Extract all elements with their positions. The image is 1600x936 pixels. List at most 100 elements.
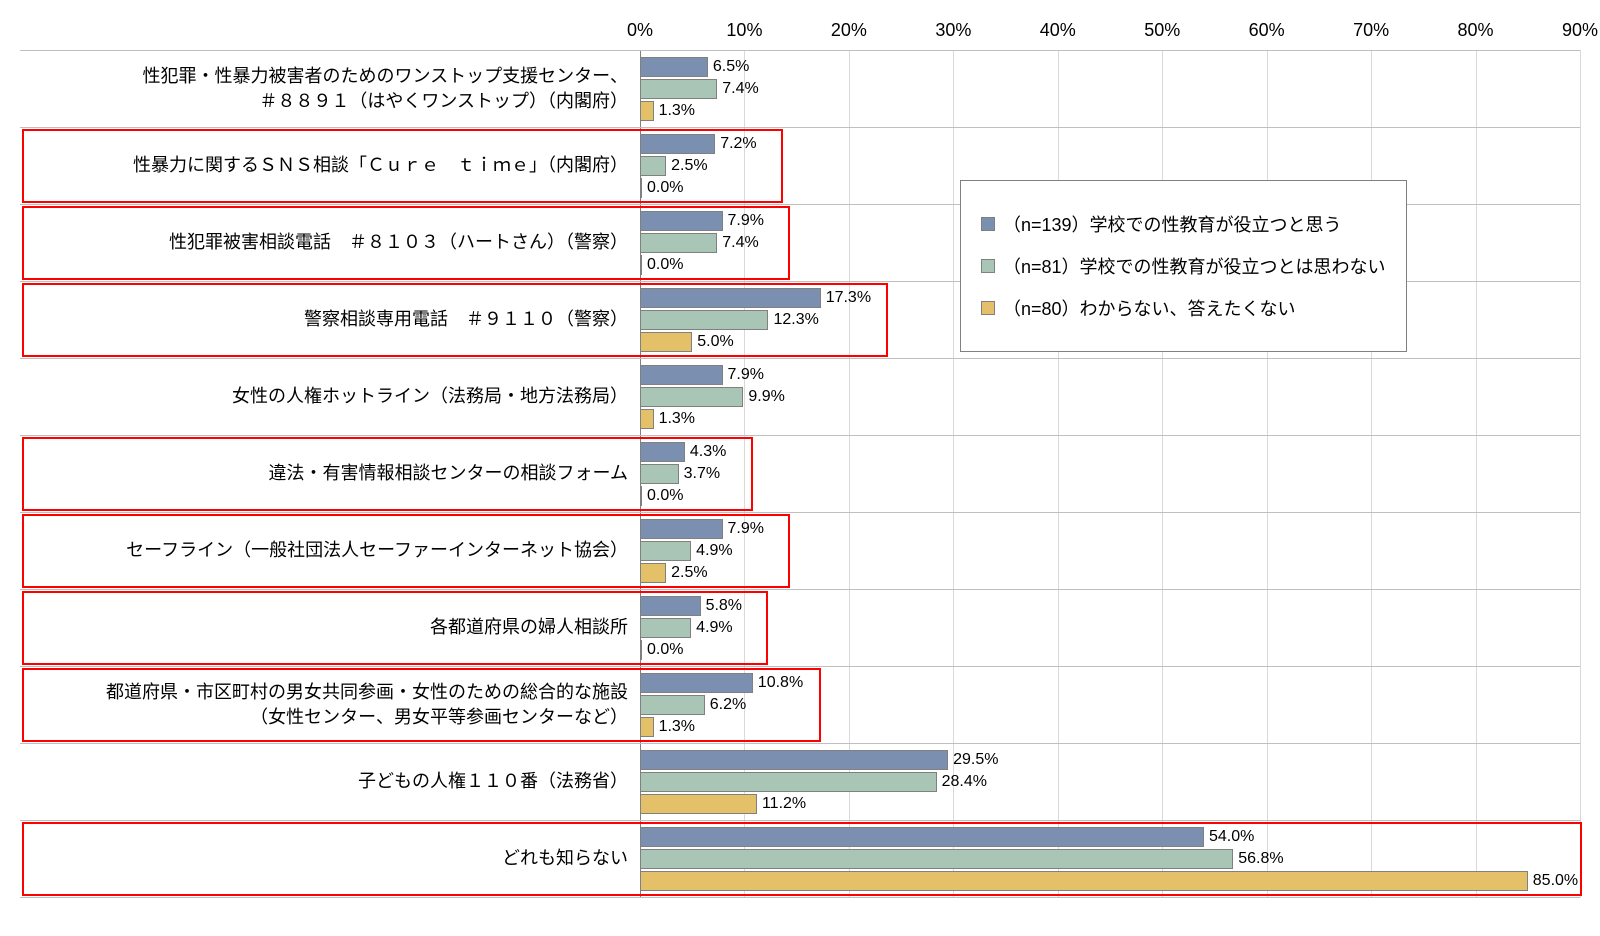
category-row: 女性の人権ホットライン（法務局・地方法務局）7.9%9.9%1.3% bbox=[20, 358, 1580, 435]
bar: 6.2% bbox=[640, 695, 705, 715]
bar-value-label: 0.0% bbox=[641, 179, 683, 197]
bar-value-label: 7.4% bbox=[716, 80, 758, 98]
bar-value-label: 1.3% bbox=[653, 410, 695, 428]
category-label: 性犯罪被害相談電話 ＃８１０３（ハートさん）（警察） bbox=[20, 205, 640, 281]
bar-value-label: 0.0% bbox=[641, 256, 683, 274]
category-row: 違法・有害情報相談センターの相談フォーム4.3%3.7%0.0% bbox=[20, 435, 1580, 512]
bar-value-label: 56.8% bbox=[1232, 850, 1283, 868]
category-label: セーフライン（一般社団法人セーファーインターネット協会） bbox=[20, 513, 640, 589]
bar: 4.9% bbox=[640, 541, 691, 561]
legend-label: （n=139）学校での性教育が役立つと思う bbox=[1003, 211, 1342, 237]
bar: 9.9% bbox=[640, 387, 743, 407]
category-label: 都道府県・市区町村の男女共同参画・女性のための総合的な施設（女性センター、男女平… bbox=[20, 667, 640, 743]
bar-value-label: 12.3% bbox=[767, 311, 818, 329]
x-axis-tick: 90% bbox=[1562, 20, 1598, 41]
category-label: 違法・有害情報相談センターの相談フォーム bbox=[20, 436, 640, 512]
bar-value-label: 7.9% bbox=[722, 520, 764, 538]
bar: 4.3% bbox=[640, 442, 685, 462]
bar-value-label: 5.8% bbox=[700, 597, 742, 615]
bar-value-label: 3.7% bbox=[678, 465, 720, 483]
x-axis-tick: 30% bbox=[935, 20, 971, 41]
bar: 2.5% bbox=[640, 563, 666, 583]
bar-value-label: 10.8% bbox=[752, 674, 803, 692]
bar-value-label: 2.5% bbox=[665, 564, 707, 582]
x-axis-tick: 50% bbox=[1144, 20, 1180, 41]
legend-swatch bbox=[981, 259, 995, 273]
bar-value-label: 0.0% bbox=[641, 641, 683, 659]
legend: （n=139）学校での性教育が役立つと思う （n=81）学校での性教育が役立つとは… bbox=[960, 180, 1407, 352]
bar: 0.0% bbox=[640, 640, 642, 660]
bar: 0.0% bbox=[640, 255, 642, 275]
bar: 7.4% bbox=[640, 79, 717, 99]
x-axis-tick: 0% bbox=[627, 20, 653, 41]
bar: 7.2% bbox=[640, 134, 715, 154]
category-row: 都道府県・市区町村の男女共同参画・女性のための総合的な施設（女性センター、男女平… bbox=[20, 666, 1580, 743]
bar-value-label: 2.5% bbox=[665, 157, 707, 175]
bar: 11.2% bbox=[640, 794, 757, 814]
legend-label: （n=81）学校での性教育が役立つとは思わない bbox=[1003, 253, 1386, 279]
x-axis: 0%10%20%30%40%50%60%70%80%90% bbox=[20, 20, 1580, 50]
bar: 1.3% bbox=[640, 101, 654, 121]
category-label: どれも知らない bbox=[20, 821, 640, 897]
bar: 28.4% bbox=[640, 772, 937, 792]
bar: 1.3% bbox=[640, 717, 654, 737]
legend-swatch bbox=[981, 301, 995, 315]
bar: 2.5% bbox=[640, 156, 666, 176]
survey-bar-chart: 0%10%20%30%40%50%60%70%80%90% 性犯罪・性暴力被害者… bbox=[20, 20, 1580, 898]
bar: 5.8% bbox=[640, 596, 701, 616]
bar: 6.5% bbox=[640, 57, 708, 77]
bar: 54.0% bbox=[640, 827, 1204, 847]
bar-value-label: 85.0% bbox=[1527, 872, 1578, 890]
bar-value-label: 11.2% bbox=[756, 795, 806, 813]
bar-value-label: 29.5% bbox=[947, 751, 998, 769]
legend-item: （n=81）学校での性教育が役立つとは思わない bbox=[981, 253, 1386, 279]
category-label: 性暴力に関するＳＮＳ相談「Ｃｕｒｅ ｔｉｍｅ」（内閣府） bbox=[20, 128, 640, 204]
bar-value-label: 4.9% bbox=[690, 542, 732, 560]
category-label: 警察相談専用電話 ＃９１１０（警察） bbox=[20, 282, 640, 358]
category-label: 各都道府県の婦人相談所 bbox=[20, 590, 640, 666]
category-row: セーフライン（一般社団法人セーファーインターネット協会）7.9%4.9%2.5% bbox=[20, 512, 1580, 589]
category-row: 子どもの人権１１０番（法務省）29.5%28.4%11.2% bbox=[20, 743, 1580, 820]
legend-label: （n=80）わからない、答えたくない bbox=[1003, 295, 1296, 321]
bar: 10.8% bbox=[640, 673, 753, 693]
bar-value-label: 54.0% bbox=[1203, 828, 1254, 846]
bar: 29.5% bbox=[640, 750, 948, 770]
bar-value-label: 4.9% bbox=[690, 619, 732, 637]
category-label: 子どもの人権１１０番（法務省） bbox=[20, 744, 640, 820]
bar-value-label: 7.9% bbox=[722, 366, 764, 384]
bar-value-label: 0.0% bbox=[641, 487, 683, 505]
legend-item: （n=139）学校での性教育が役立つと思う bbox=[981, 211, 1386, 237]
category-row: 性犯罪・性暴力被害者のためのワンストップ支援センター、＃８８９１（はやくワンスト… bbox=[20, 50, 1580, 127]
legend-swatch bbox=[981, 217, 995, 231]
bar: 56.8% bbox=[640, 849, 1233, 869]
bar-value-label: 6.2% bbox=[704, 696, 746, 714]
bar: 3.7% bbox=[640, 464, 679, 484]
bar: 7.4% bbox=[640, 233, 717, 253]
bar-value-label: 1.3% bbox=[653, 102, 695, 120]
x-axis-tick: 70% bbox=[1353, 20, 1389, 41]
x-axis-tick: 40% bbox=[1040, 20, 1076, 41]
x-axis-tick: 80% bbox=[1458, 20, 1494, 41]
bar-value-label: 7.2% bbox=[714, 135, 756, 153]
category-label: 女性の人権ホットライン（法務局・地方法務局） bbox=[20, 359, 640, 435]
category-row: どれも知らない54.0%56.8%85.0% bbox=[20, 820, 1580, 898]
bar-value-label: 28.4% bbox=[936, 773, 987, 791]
category-row: 各都道府県の婦人相談所5.8%4.9%0.0% bbox=[20, 589, 1580, 666]
bar-value-label: 7.4% bbox=[716, 234, 758, 252]
bar: 1.3% bbox=[640, 409, 654, 429]
bar: 4.9% bbox=[640, 618, 691, 638]
bar: 7.9% bbox=[640, 365, 723, 385]
bar: 85.0% bbox=[640, 871, 1528, 891]
bar-value-label: 7.9% bbox=[722, 212, 764, 230]
bar-value-label: 5.0% bbox=[691, 333, 733, 351]
bar-value-label: 17.3% bbox=[820, 289, 871, 307]
bar-value-label: 6.5% bbox=[707, 58, 749, 76]
bar-value-label: 1.3% bbox=[653, 718, 695, 736]
bar: 12.3% bbox=[640, 310, 768, 330]
bar: 5.0% bbox=[640, 332, 692, 352]
bar: 7.9% bbox=[640, 211, 723, 231]
x-axis-tick: 60% bbox=[1249, 20, 1285, 41]
x-axis-tick: 20% bbox=[831, 20, 867, 41]
bar: 17.3% bbox=[640, 288, 821, 308]
bar: 7.9% bbox=[640, 519, 723, 539]
